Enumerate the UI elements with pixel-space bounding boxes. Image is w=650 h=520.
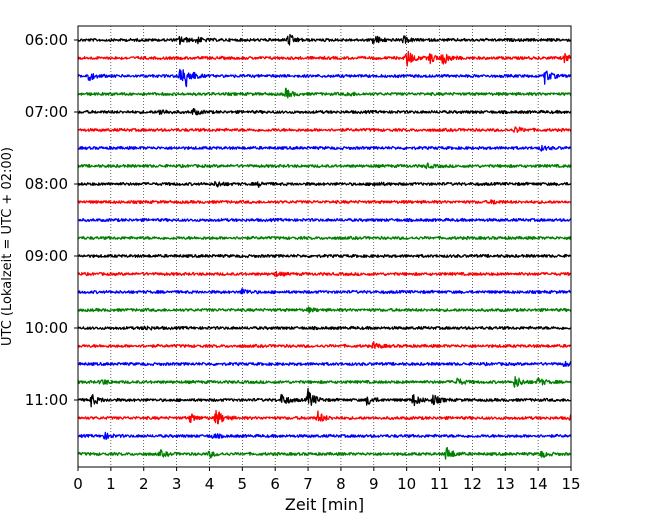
x-axis-ticks: 0 1 2 3 4 5 6 7 8 9 10 11 12 13 14 15 — [73, 467, 581, 493]
trace-row — [77, 360, 572, 367]
x-tick-label: 14 — [529, 475, 548, 493]
trace-row — [77, 341, 572, 349]
y-tick-label: 09:00 — [25, 247, 68, 265]
seismic-traces — [77, 33, 572, 460]
trace-row — [77, 431, 572, 440]
x-tick-label: 3 — [172, 475, 182, 493]
trace-row — [77, 180, 572, 188]
x-axis-label: Zeit [min] — [285, 495, 364, 514]
x-tick-label: 15 — [561, 475, 580, 493]
trace-row — [77, 162, 572, 170]
x-tick-label: 7 — [303, 475, 313, 493]
y-tick-label: 11:00 — [25, 391, 68, 409]
trace-row — [77, 306, 572, 314]
x-tick-label: 10 — [397, 475, 416, 493]
trace-row — [77, 107, 572, 116]
y-tick-label: 10:00 — [25, 319, 68, 337]
trace-row — [77, 288, 572, 295]
x-tick-label: 8 — [336, 475, 346, 493]
y-tick-label: 07:00 — [25, 103, 68, 121]
trace-row — [77, 235, 572, 241]
trace-row — [77, 446, 572, 460]
trace-row — [77, 387, 572, 408]
x-tick-label: 13 — [496, 475, 515, 493]
y-axis-ticks: 06:00 07:00 08:00 09:00 10:00 11:00 — [25, 31, 78, 409]
y-tick-label: 06:00 — [25, 31, 68, 49]
x-tick-label: 9 — [369, 475, 379, 493]
y-tick-label: 08:00 — [25, 175, 68, 193]
x-tick-label: 6 — [270, 475, 280, 493]
trace-row — [77, 144, 572, 152]
trace-row — [77, 68, 572, 88]
plot-frame — [77, 25, 572, 468]
y-axis-label: UTC (Lokalzeit = UTC + 02:00) — [0, 147, 15, 346]
x-tick-label: 4 — [205, 475, 215, 493]
x-tick-label: 11 — [430, 475, 449, 493]
trace-row — [77, 50, 572, 67]
trace-row — [77, 126, 572, 134]
trace-row — [77, 375, 572, 388]
x-tick-label: 1 — [106, 475, 116, 493]
trace-row — [77, 253, 572, 259]
trace-row — [77, 325, 572, 331]
x-tick-label: 12 — [463, 475, 482, 493]
x-tick-label: 5 — [238, 475, 248, 493]
x-tick-label: 2 — [139, 475, 149, 493]
x-tick-label: 0 — [73, 475, 83, 493]
trace-row — [77, 33, 572, 46]
trace-row — [77, 199, 572, 205]
trace-row — [77, 270, 572, 278]
trace-row — [77, 217, 572, 223]
trace-row — [77, 409, 572, 425]
trace-row — [77, 87, 572, 99]
